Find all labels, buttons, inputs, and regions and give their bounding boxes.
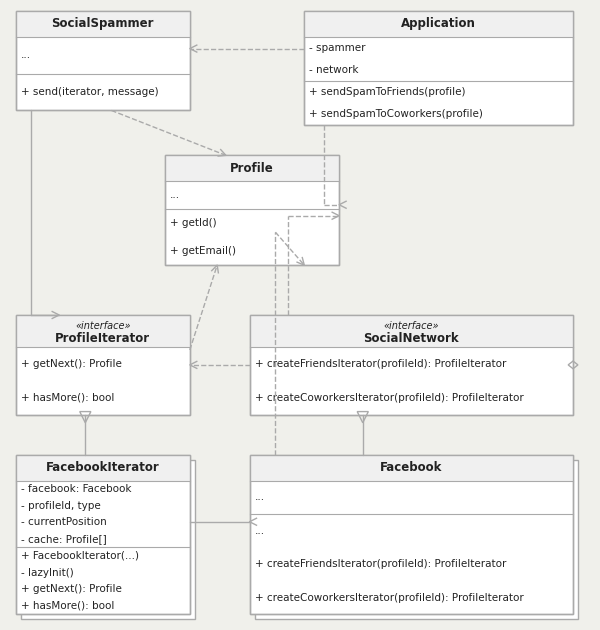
Text: ...: ...: [170, 190, 180, 200]
Bar: [304, 11, 573, 125]
Text: - spammer: - spammer: [309, 43, 366, 53]
Text: + hasMore(): bool: + hasMore(): bool: [20, 393, 114, 403]
Text: + createFriendsIterator(profileId): ProfileIterator: + createFriendsIterator(profileId): Prof…: [254, 359, 506, 369]
Text: - cache: Profile[]: - cache: Profile[]: [20, 534, 106, 544]
Text: ...: ...: [254, 526, 265, 536]
Bar: [165, 156, 339, 265]
Text: + send(iterator, message): + send(iterator, message): [20, 87, 158, 97]
Text: FacebookIterator: FacebookIterator: [46, 461, 160, 474]
Bar: [16, 11, 190, 37]
Text: - profileId, type: - profileId, type: [20, 501, 100, 511]
Bar: [254, 460, 578, 619]
Bar: [250, 455, 573, 614]
Text: + getId(): + getId(): [170, 218, 217, 228]
Text: «interface»: «interface»: [383, 321, 439, 331]
Text: + FacebookIterator(...): + FacebookIterator(...): [20, 551, 139, 561]
Text: Facebook: Facebook: [380, 461, 442, 474]
Text: + createFriendsIterator(profileId): ProfileIterator: + createFriendsIterator(profileId): Prof…: [254, 559, 506, 569]
Text: «interface»: «interface»: [75, 321, 130, 331]
Text: + createCoworkersIterator(profileId): ProfileIterator: + createCoworkersIterator(profileId): Pr…: [254, 393, 523, 403]
Bar: [16, 315, 190, 415]
Bar: [250, 455, 573, 481]
Bar: [16, 315, 190, 415]
Text: SocialNetwork: SocialNetwork: [364, 332, 459, 345]
Text: - lazyInit(): - lazyInit(): [20, 568, 73, 578]
Text: ProfileIterator: ProfileIterator: [55, 332, 150, 345]
Bar: [250, 315, 573, 415]
Bar: [16, 455, 190, 614]
Text: + hasMore(): bool: + hasMore(): bool: [20, 601, 114, 611]
Bar: [250, 455, 573, 614]
Bar: [16, 455, 190, 481]
Text: - currentPosition: - currentPosition: [20, 517, 106, 527]
Bar: [16, 11, 190, 110]
Text: - network: - network: [309, 65, 359, 75]
Bar: [16, 11, 190, 110]
Text: + getNext(): Profile: + getNext(): Profile: [20, 584, 121, 594]
Text: Profile: Profile: [230, 162, 274, 175]
Text: ...: ...: [20, 50, 31, 60]
Text: + sendSpamToFriends(profile): + sendSpamToFriends(profile): [309, 87, 466, 97]
Bar: [16, 315, 190, 347]
Bar: [304, 11, 573, 125]
Bar: [20, 460, 195, 619]
Bar: [165, 156, 339, 181]
Text: SocialSpammer: SocialSpammer: [52, 17, 154, 30]
Text: + createCoworkersIterator(profileId): ProfileIterator: + createCoworkersIterator(profileId): Pr…: [254, 593, 523, 603]
Bar: [304, 11, 573, 37]
Text: + getEmail(): + getEmail(): [170, 246, 236, 256]
Bar: [250, 315, 573, 415]
Bar: [16, 455, 190, 614]
Text: ...: ...: [254, 493, 265, 502]
Bar: [250, 315, 573, 347]
Text: + sendSpamToCoworkers(profile): + sendSpamToCoworkers(profile): [309, 110, 483, 119]
Text: + getNext(): Profile: + getNext(): Profile: [20, 359, 121, 369]
Bar: [165, 156, 339, 265]
Text: Application: Application: [401, 17, 476, 30]
Text: - facebook: Facebook: - facebook: Facebook: [20, 484, 131, 494]
